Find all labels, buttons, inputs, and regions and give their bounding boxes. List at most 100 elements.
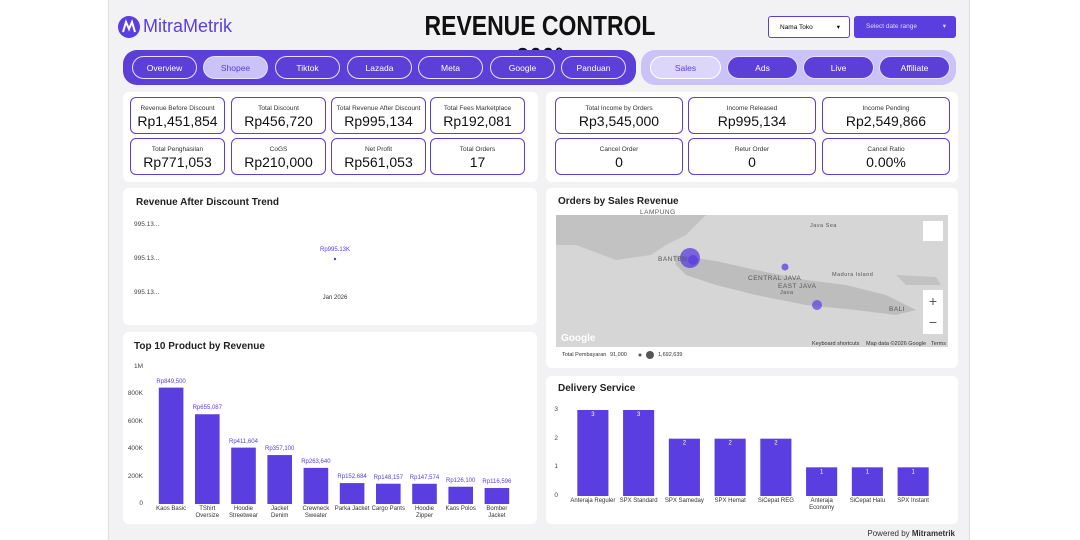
x-tick-label: SPX Hemat xyxy=(714,498,746,504)
view-tab[interactable]: Affiliate xyxy=(879,56,950,79)
kpi-value: Rp3,545,000 xyxy=(578,113,660,129)
date-select[interactable]: Select date range ▾ xyxy=(854,16,956,38)
platform-tab[interactable]: Overview xyxy=(132,56,197,79)
view-tab[interactable]: Ads xyxy=(727,56,798,79)
chart-title: Revenue After Discount Trend xyxy=(136,197,279,208)
value-label: 2 xyxy=(683,441,687,447)
point xyxy=(333,257,337,261)
value-label: 2 xyxy=(774,441,778,447)
y-tick-label: 1M xyxy=(133,363,143,370)
svg-text:−: − xyxy=(929,314,937,330)
value-label: 1 xyxy=(911,469,915,475)
bar xyxy=(412,483,437,504)
kpi-box: Total Orders 17 xyxy=(430,138,525,175)
x-tick-label: Anteraja Reguler xyxy=(570,498,616,504)
logo-icon xyxy=(118,16,140,38)
kpi-label: Cancel Ratio xyxy=(867,146,905,153)
map-legend-min: 91,000 xyxy=(610,352,627,358)
chart-card xyxy=(546,376,958,524)
bar xyxy=(231,447,256,504)
value-label: Rp152,684 xyxy=(337,474,367,481)
kpi-box: Net Profit Rp561,053 xyxy=(331,138,426,175)
chart-title: Delivery Service xyxy=(558,383,636,394)
svg-text:+: + xyxy=(929,293,937,309)
y-tick-label: 995.13... xyxy=(134,221,160,228)
kpi-label: Total Penghasilan xyxy=(151,146,204,153)
kpi-box: Total Fees Marketplace Rp192,081 xyxy=(430,97,525,134)
platform-tab[interactable]: Lazada xyxy=(347,56,412,79)
value-label: Rp411,604 xyxy=(229,438,258,445)
kpi-value: Rp561,053 xyxy=(344,154,413,170)
bar xyxy=(158,387,184,504)
x-tick-label: SiCepat REG xyxy=(757,498,794,504)
store-select[interactable]: Nama Toko ▾ xyxy=(768,16,850,38)
map-attribution: Map data ©2026 Google xyxy=(866,341,927,347)
kpi-label: Revenue Before Discount xyxy=(140,105,215,112)
map[interactable]: + − xyxy=(556,215,948,347)
value-label: Rp995.13K xyxy=(319,247,351,253)
kpi-label: Total Revenue After Discount xyxy=(336,105,421,112)
kpi-box: Total Income by Orders Rp3,545,000 xyxy=(555,97,683,134)
y-tick-label: 800K xyxy=(127,390,143,398)
bar xyxy=(194,414,220,504)
kpi-box: Revenue Before Discount Rp1,451,854 xyxy=(130,97,225,134)
map-logo: Google xyxy=(561,333,596,344)
y-tick-label: 995.13... xyxy=(134,289,160,296)
kpi-value: Rp995,134 xyxy=(717,113,787,129)
y-tick-label: 1 xyxy=(554,463,558,471)
value-label: 3 xyxy=(591,412,595,418)
map-label: Java Sea xyxy=(810,223,837,229)
bar xyxy=(375,483,401,504)
kpi-label: Income Released xyxy=(726,105,778,112)
kpi-value: Rp2,549,866 xyxy=(845,113,927,129)
bar xyxy=(448,486,474,504)
bar xyxy=(851,467,883,496)
x-tick-label: Parka Jacket xyxy=(334,506,370,512)
kpi-box: Total Penghasilan Rp771,053 xyxy=(130,138,225,175)
value-label: 3 xyxy=(637,412,641,418)
platform-tab[interactable]: Shopee xyxy=(203,56,268,79)
x-tick-label: Hoodie Zipper xyxy=(414,506,434,519)
legend-dot xyxy=(646,351,654,359)
platform-tab[interactable]: Panduan xyxy=(561,56,626,79)
value-label: Rp147,574 xyxy=(409,474,440,481)
y-tick-label: 600K xyxy=(127,417,143,425)
platform-tab[interactable]: Google xyxy=(490,56,555,79)
kpi-value: Rp1,451,854 xyxy=(137,113,218,129)
bar xyxy=(760,438,792,496)
bar xyxy=(267,455,293,504)
kpi-label: CoGS xyxy=(269,146,288,153)
logo: MitraMetrik xyxy=(143,16,232,36)
kpi-value: Rp192,081 xyxy=(443,113,512,129)
date-select-label: Select date range xyxy=(866,23,917,30)
kpi-box: Total Revenue After Discount Rp995,134 xyxy=(331,97,426,134)
map-label: Java xyxy=(780,290,794,296)
x-tick-label: Crewneck Sweater xyxy=(302,506,330,519)
platform-tab[interactable]: Tiktok xyxy=(275,56,340,79)
chart-title: Top 10 Product by Revenue xyxy=(134,341,265,352)
map-label: BANTEN xyxy=(658,256,688,263)
map-title: Orders by Sales Revenue xyxy=(558,196,679,207)
view-tab[interactable]: Live xyxy=(803,56,874,79)
kpi-label: Total Income by Orders xyxy=(585,105,653,112)
x-tick-label: SPX Sameday xyxy=(664,498,704,504)
value-label: Rp126,100 xyxy=(446,477,476,484)
platform-tab[interactable]: Meta xyxy=(418,56,483,79)
bar xyxy=(577,410,609,496)
view-tab[interactable]: Sales xyxy=(650,56,721,79)
bar xyxy=(339,483,365,504)
x-tick-label: Kaos Basic xyxy=(156,506,187,512)
x-tick-label: TShirt Oversize xyxy=(195,506,220,519)
platform-tabbar: Overview Shopee Tiktok Lazada Meta Google Pand… xyxy=(123,50,636,85)
kpi-box: Total Discount Rp456,720 xyxy=(231,97,326,134)
bar xyxy=(897,467,929,496)
y-tick-label: 400K xyxy=(127,445,143,453)
bar xyxy=(623,410,655,496)
value-label: 1 xyxy=(820,469,824,475)
kpi-label: Cancel Order xyxy=(599,146,639,153)
kpi-label: Income Pending xyxy=(862,105,910,112)
store-select-label: Nama Toko xyxy=(780,24,813,31)
value-label: 1 xyxy=(866,469,870,475)
kpi-box: Income Pending Rp2,549,866 xyxy=(822,97,950,134)
